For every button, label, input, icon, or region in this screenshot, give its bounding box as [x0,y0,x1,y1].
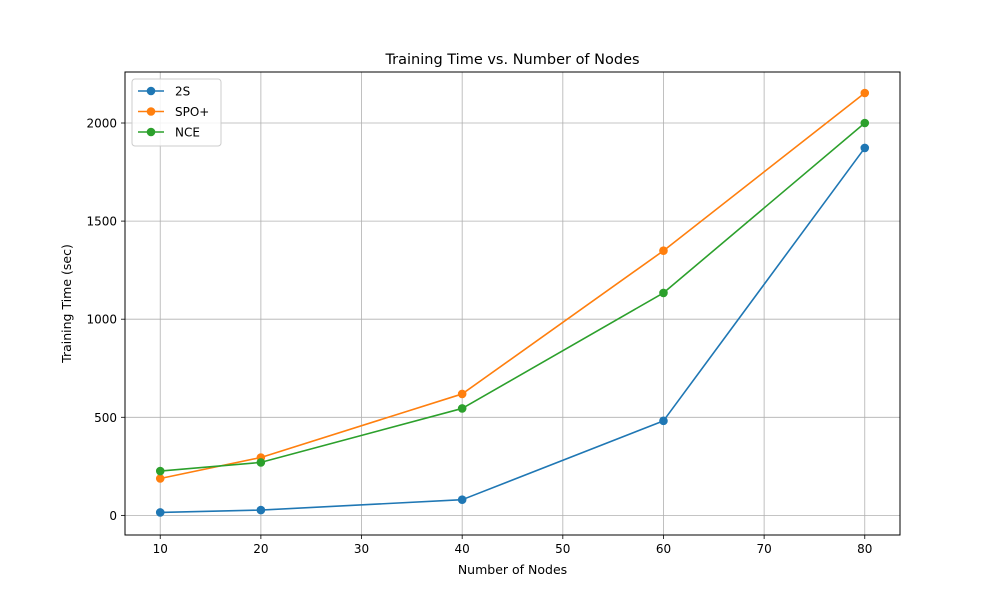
data-point-nce [256,458,266,467]
data-point-nce [457,404,467,413]
legend-item-nce: NCE [138,126,200,140]
data-point-nce [659,288,668,298]
data-point-spo [659,246,668,256]
y-tick-label: 500 [94,411,117,425]
data-point-2s [860,143,870,153]
legend: 2S SPO+ NCE [131,78,222,147]
data-point-nce [155,466,165,476]
x-tick-label: 30 [354,542,369,556]
series-nce [155,118,870,476]
x-tick-label: 80 [857,542,872,556]
x-tick-label: 10 [153,542,168,556]
x-axis-label: Number of Nodes [458,562,567,577]
data-point-2s [256,505,266,515]
series-2s [155,143,870,517]
legend-marker-2s [146,86,156,96]
data-point-2s [659,416,668,426]
legend-marker-nce [146,127,156,137]
data-point-nce [860,118,870,128]
data-point-2s [457,495,467,504]
x-tick-label: 70 [756,542,771,556]
data-point-2s [155,508,165,517]
legend-label-nce: NCE [175,126,200,140]
plot-area-frame [124,71,901,536]
data-point-spo [155,474,165,483]
legend-item-spo: SPO+ [138,105,209,119]
legend-label-2s: 2S [175,85,190,99]
y-tick-label: 1000 [86,313,117,327]
y-tick-label: 0 [109,509,117,523]
y-axis-label: Training Time (sec) [59,244,74,364]
x-tick-label: 60 [656,542,671,556]
legend-label-spo: SPO+ [175,105,209,119]
x-tick-label: 50 [555,542,570,556]
chart-title: Training Time vs. Number of Nodes [384,52,639,68]
data-point-spo [860,88,870,98]
y-tick-label: 1500 [86,215,117,229]
y-tick-label: 2000 [86,117,117,131]
series-lines [155,88,870,517]
data-point-spo [457,389,467,399]
x-tick-label: 20 [253,542,268,556]
legend-item-2s: 2S [138,85,190,99]
axis-ticks: 10 20 30 40 50 60 70 80 0 500 1000 1500 2000 [86,117,872,556]
legend-marker-spo [146,107,156,116]
x-tick-label: 40 [455,542,470,556]
